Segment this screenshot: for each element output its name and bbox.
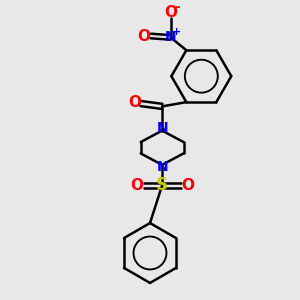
Text: O: O (181, 178, 194, 193)
Text: N: N (156, 122, 168, 135)
Text: O: O (130, 178, 143, 193)
Text: N: N (156, 160, 168, 174)
Text: O: O (137, 28, 150, 44)
Text: O: O (128, 94, 141, 110)
Text: N: N (165, 30, 176, 44)
Text: +: + (172, 27, 182, 37)
Text: S: S (156, 176, 168, 194)
Text: -: - (174, 0, 180, 14)
Text: O: O (164, 5, 177, 20)
